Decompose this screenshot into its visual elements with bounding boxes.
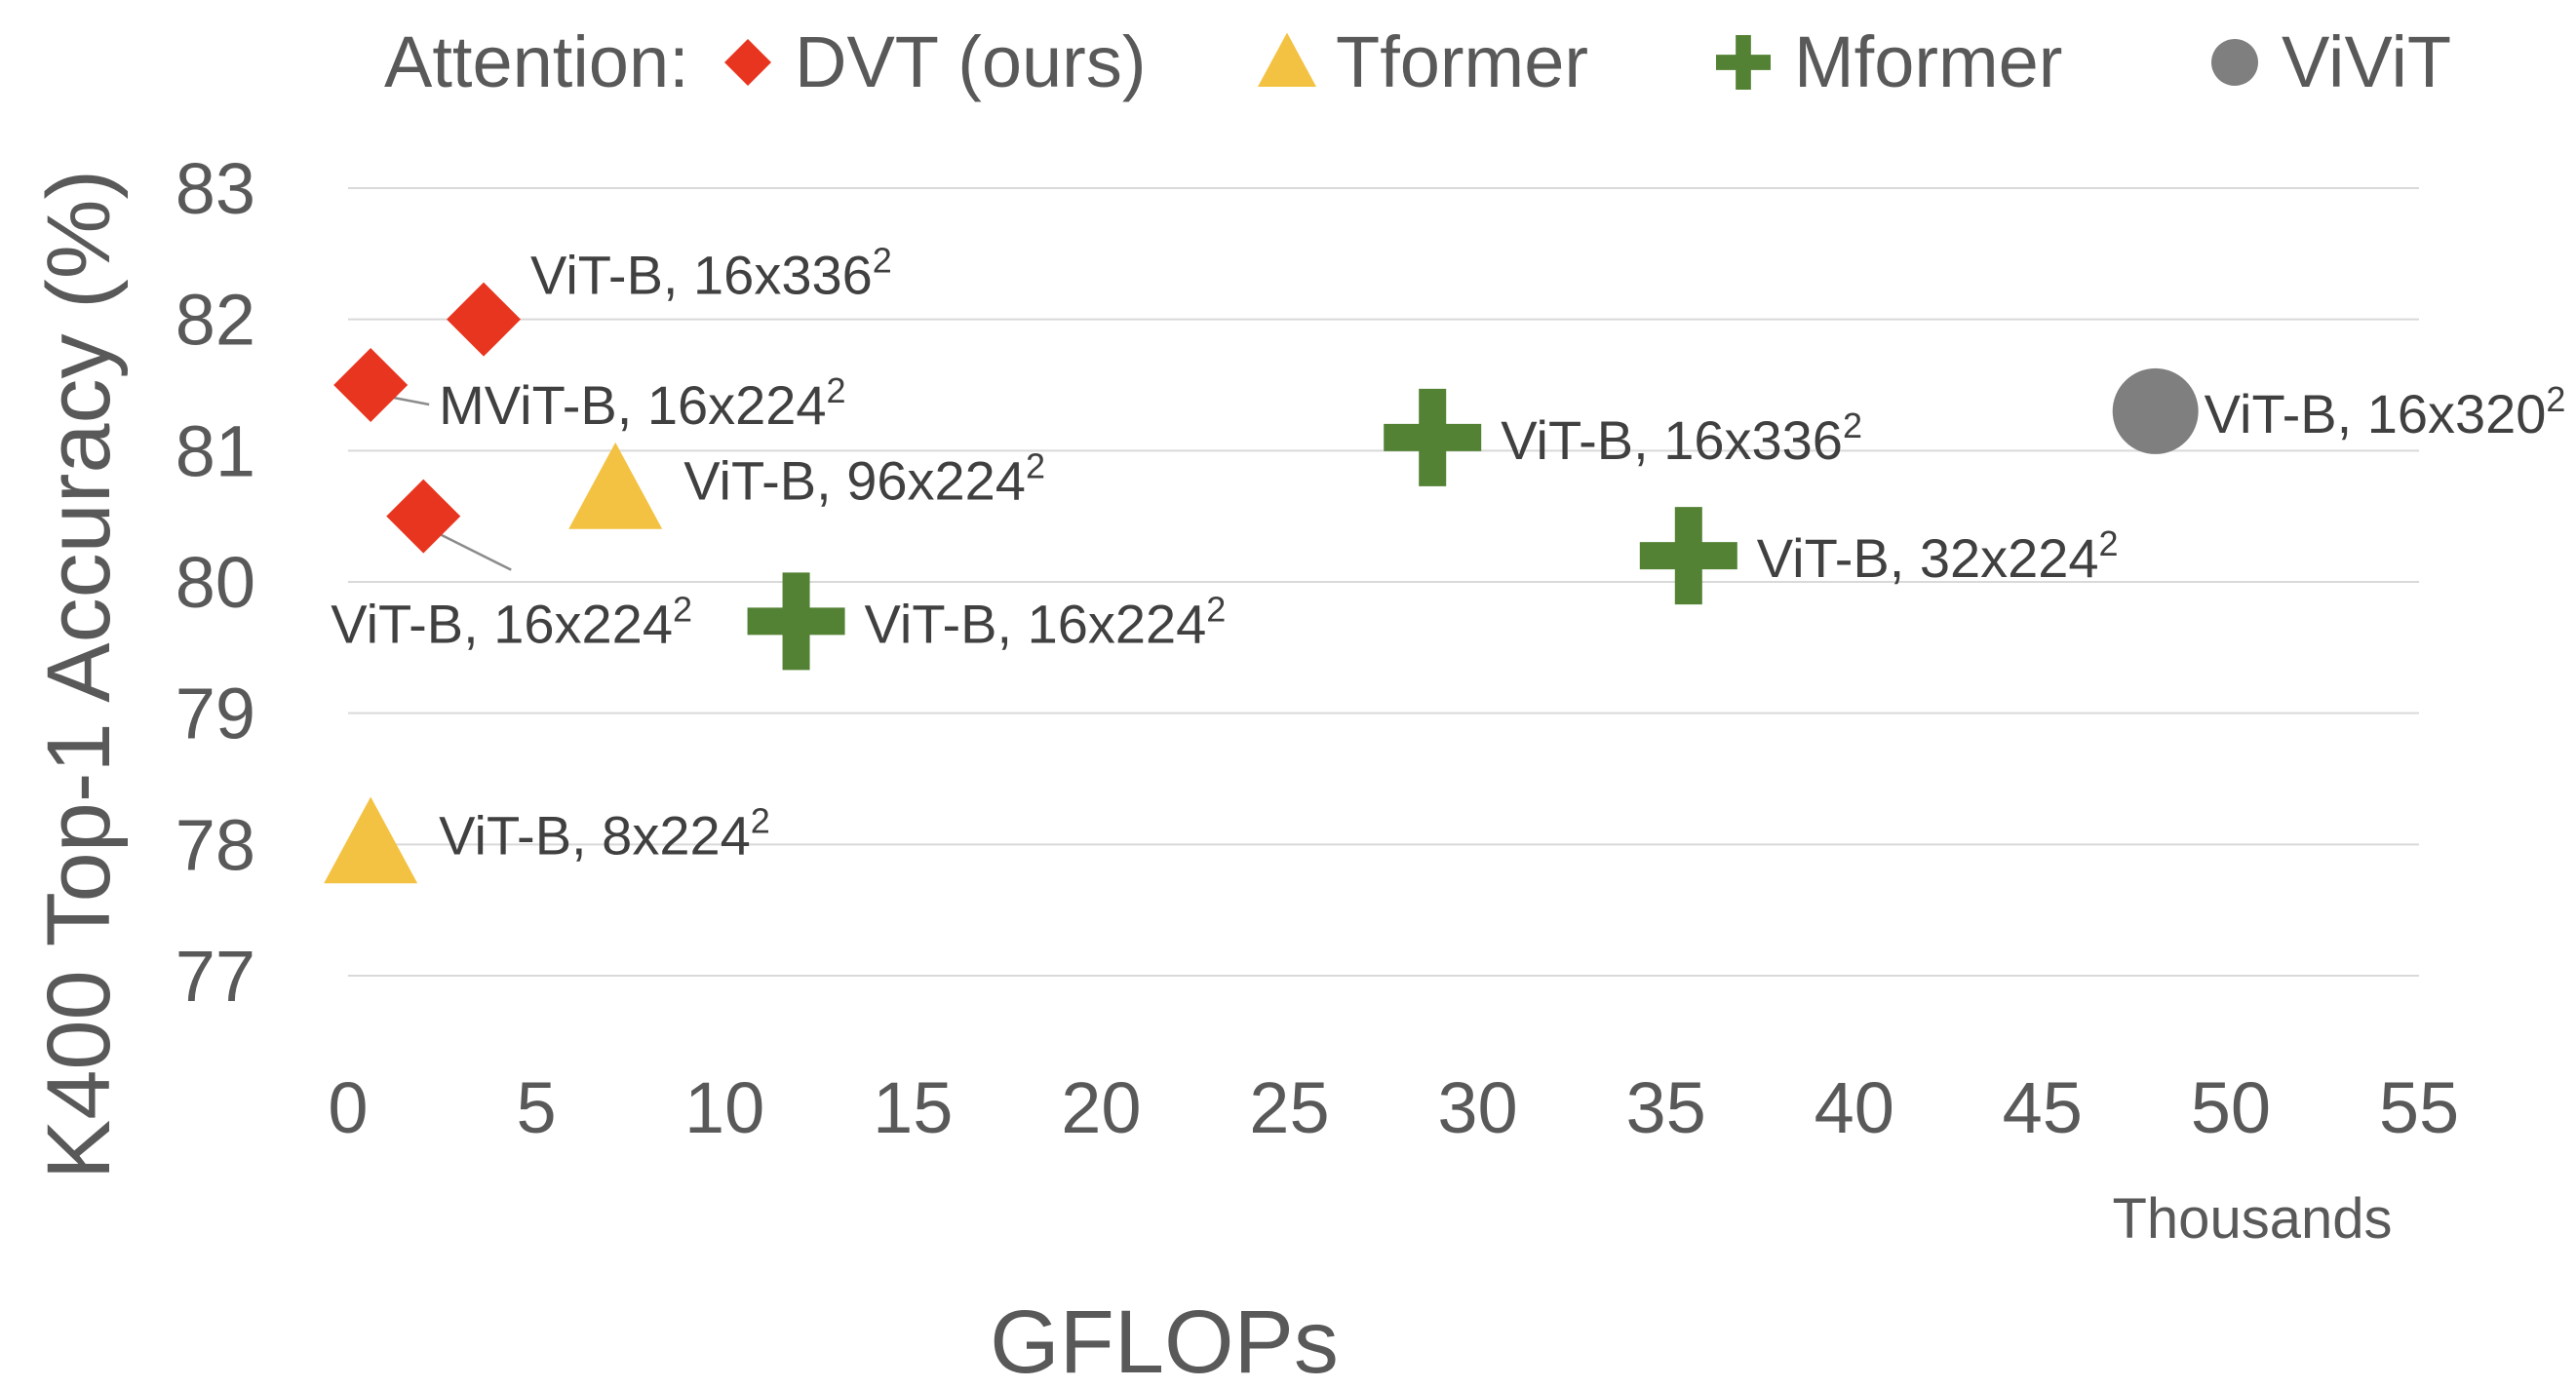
x-tick-label: 55	[2379, 1067, 2459, 1148]
x-tick-label: 10	[684, 1067, 764, 1148]
point-label-superscript: 2	[873, 241, 892, 281]
data-point-plus	[1384, 388, 1482, 486]
point-label: ViT-B, 96x2242	[683, 446, 1045, 512]
x-tick-label: 0	[328, 1067, 368, 1148]
x-axis-title: GFLOPs	[990, 1292, 1339, 1388]
y-tick-label: 78	[176, 804, 255, 885]
point-label: ViT-B, 16x2242	[331, 590, 692, 655]
legend-entry-label: DVT (ours)	[795, 21, 1146, 102]
data-point-diamond	[333, 348, 409, 422]
x-tick-labels: 0 5 10 15 20 25 30 35 40 45 50 55	[328, 1067, 2459, 1148]
x-tick-label: 45	[2003, 1067, 2083, 1148]
data-point-plus	[1639, 507, 1737, 605]
x-tick-label: 35	[1625, 1067, 1705, 1148]
legend-entry-label: ViViT	[2282, 21, 2451, 102]
point-label: ViT-B, 16x2242	[865, 589, 1227, 654]
point-label-superscript: 2	[2546, 379, 2565, 419]
point-label: MViT-B, 16x2242	[439, 370, 845, 436]
point-label-text: ViT-B, 16x320	[2205, 383, 2547, 444]
legend-circle-icon	[2211, 39, 2258, 86]
x-tick-label: 25	[1249, 1067, 1329, 1148]
point-label: ViT-B, 16x3202	[2205, 379, 2566, 444]
point-label: ViT-B, 32x2242	[1757, 523, 2119, 589]
y-tick-label: 82	[176, 280, 255, 361]
point-label-text: ViT-B, 32x224	[1757, 527, 2099, 589]
data-markers	[324, 282, 2199, 884]
data-point-diamond	[386, 479, 461, 554]
point-label-text: ViT-B, 16x336	[1501, 409, 1843, 471]
y-tick-label: 80	[176, 542, 255, 623]
data-point-triangle	[324, 796, 418, 884]
y-tick-label: 81	[176, 410, 255, 491]
point-label-text: ViT-B, 16x336	[530, 245, 873, 306]
x-tick-label: 50	[2191, 1067, 2271, 1148]
data-point-plus	[747, 572, 845, 671]
point-label-superscript: 2	[673, 590, 692, 630]
x-tick-label: 15	[873, 1067, 953, 1148]
point-label-superscript: 2	[827, 370, 846, 410]
y-tick-label: 77	[176, 936, 255, 1017]
y-tick-label: 79	[176, 674, 255, 754]
x-tick-label: 30	[1437, 1067, 1517, 1148]
y-tick-label: 83	[176, 148, 255, 229]
point-label: ViT-B, 16x3362	[1501, 405, 1862, 471]
legend-entry-label: Tformer	[1336, 21, 1588, 102]
x-tick-label: 5	[517, 1067, 557, 1148]
data-point-circle	[2112, 367, 2199, 454]
point-label-text: ViT-B, 8x224	[439, 804, 751, 866]
legend: Attention: DVT (ours) Tformer Mformer ViViT	[384, 21, 2451, 102]
y-tick-labels: 77 78 79 80 81 82 83	[176, 148, 255, 1017]
point-label: ViT-B, 16x3362	[530, 241, 892, 306]
point-label-superscript: 2	[1843, 405, 1862, 445]
legend-triangle-icon	[1258, 32, 1316, 87]
grid-lines	[348, 187, 2419, 977]
point-label-text: MViT-B, 16x224	[439, 374, 826, 436]
point-label-text: ViT-B, 96x224	[683, 450, 1026, 512]
x-axis-unit-label: Thousands	[2113, 1187, 2393, 1251]
legend-plus-icon	[1716, 35, 1772, 90]
x-tick-label: 20	[1061, 1067, 1141, 1148]
point-label-superscript: 2	[751, 800, 770, 840]
point-label: ViT-B, 8x2242	[439, 800, 770, 866]
y-axis-title: K400 Top-1 Accuracy (%)	[29, 170, 129, 1179]
point-label-superscript: 2	[2099, 523, 2119, 563]
legend-entry-label: Mformer	[1794, 21, 2062, 102]
label-leader-line	[430, 528, 512, 571]
point-label-text: ViT-B, 16x224	[331, 594, 673, 655]
point-label-superscript: 2	[1206, 589, 1226, 629]
legend-title: Attention:	[384, 21, 689, 102]
legend-diamond-icon	[724, 39, 771, 86]
data-point-triangle	[568, 442, 663, 529]
x-tick-label: 40	[1815, 1067, 1894, 1148]
data-point-diamond	[447, 282, 522, 357]
point-label-text: ViT-B, 16x224	[865, 593, 1207, 654]
point-label-superscript: 2	[1026, 446, 1045, 486]
